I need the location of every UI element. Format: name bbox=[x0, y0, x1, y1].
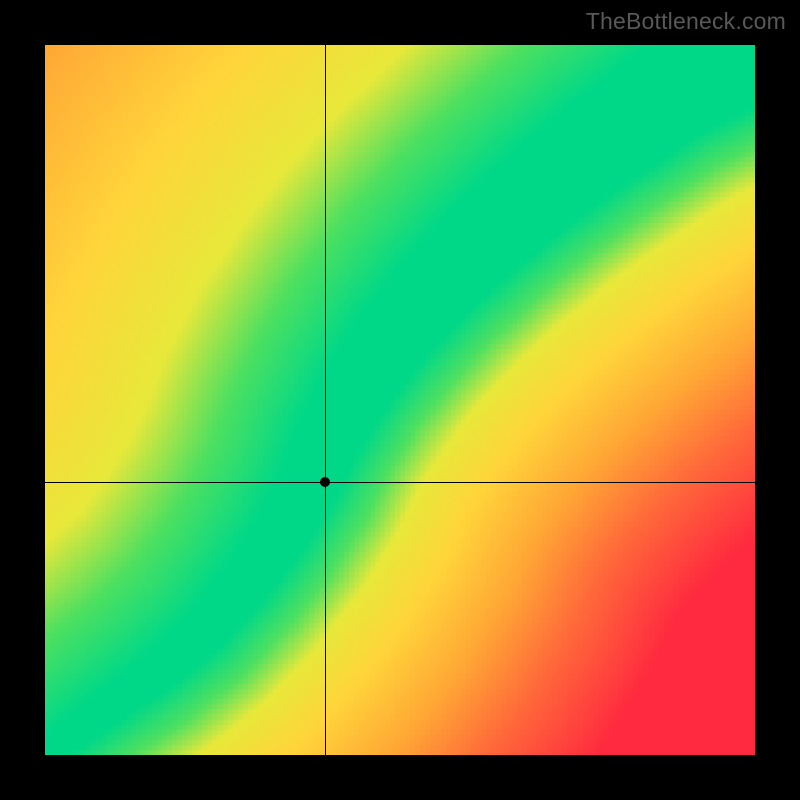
crosshair-marker bbox=[320, 477, 330, 487]
crosshair-vertical bbox=[325, 45, 326, 755]
watermark-text: TheBottleneck.com bbox=[586, 8, 786, 35]
heatmap-canvas bbox=[45, 45, 755, 755]
crosshair-horizontal bbox=[45, 482, 755, 483]
chart-container: TheBottleneck.com bbox=[0, 0, 800, 800]
